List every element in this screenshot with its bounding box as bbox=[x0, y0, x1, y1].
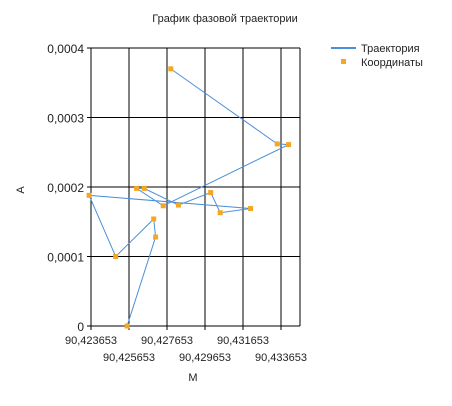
legend: Траектория Координаты bbox=[331, 43, 423, 69]
legend-marker-swatch bbox=[341, 59, 346, 64]
data-point-marker bbox=[151, 216, 157, 222]
y-tick-label: 0,0003 bbox=[47, 112, 84, 126]
y-tick-label: 0,0004 bbox=[47, 42, 84, 56]
data-point-marker bbox=[248, 206, 254, 212]
x-axis-label: M bbox=[188, 372, 197, 384]
x-tick-label: 90,425653 bbox=[103, 352, 155, 364]
grid bbox=[87, 47, 301, 330]
data-point-marker bbox=[141, 185, 147, 191]
y-tick-label: 0 bbox=[77, 320, 84, 334]
data-point-marker bbox=[208, 190, 214, 196]
data-point-marker bbox=[86, 192, 92, 198]
data-point-marker bbox=[175, 202, 181, 208]
y-tick-label: 0,0002 bbox=[47, 181, 84, 195]
legend-label-coordinates: Координаты bbox=[361, 57, 423, 69]
y-tick-label: 0,0001 bbox=[47, 251, 84, 265]
x-tick-label: 90,429653 bbox=[179, 352, 231, 364]
y-axis-label: A bbox=[15, 186, 27, 194]
series-line-trajectory bbox=[88, 68, 291, 327]
tick-labels: 0 0,0001 0,0002 0,0003 0,0004 90,423653 90,425… bbox=[47, 42, 307, 364]
legend-label-trajectory: Траектория bbox=[361, 43, 420, 55]
data-point-marker bbox=[160, 203, 166, 209]
data-point-marker bbox=[134, 185, 140, 191]
plot-area bbox=[86, 66, 292, 329]
x-tick-label: 90,423653 bbox=[65, 335, 117, 347]
x-tick-label: 90,427653 bbox=[141, 335, 193, 347]
data-point-marker bbox=[217, 210, 223, 216]
data-point-marker bbox=[153, 234, 159, 240]
chart-title: График фазовой траектории bbox=[152, 13, 298, 25]
data-point-marker bbox=[286, 142, 292, 148]
data-point-marker bbox=[113, 254, 119, 259]
x-tick-label: 90,431653 bbox=[217, 335, 269, 347]
data-point-marker bbox=[124, 323, 130, 329]
x-tick-label: 90,433653 bbox=[255, 352, 307, 364]
data-point-marker bbox=[274, 141, 280, 147]
data-point-marker bbox=[168, 66, 174, 72]
